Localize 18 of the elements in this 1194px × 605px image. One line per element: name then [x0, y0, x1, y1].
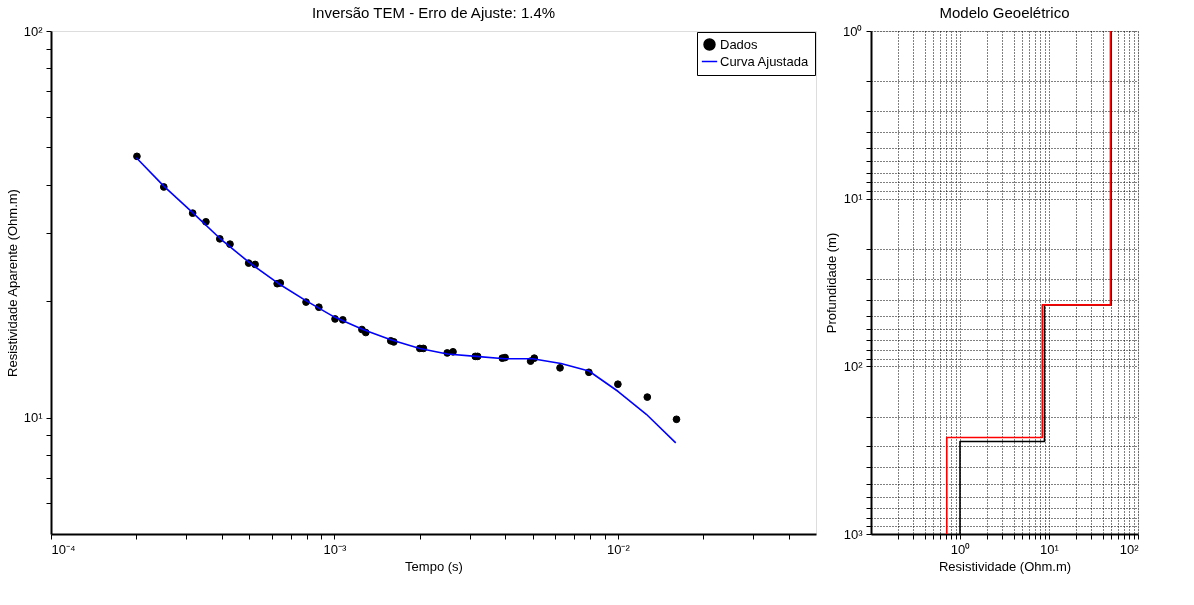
- x-tick-label: 10¹: [1040, 541, 1060, 557]
- y-axis-title: Profundidade (m): [824, 232, 840, 334]
- x-tick-label: 10⁰: [950, 541, 971, 557]
- chart-title: Inversão TEM - Erro de Ajuste: 1.4%: [311, 4, 556, 21]
- legend-label: Curva Ajustada: [720, 53, 809, 69]
- y-tick-label: 10³: [843, 526, 864, 542]
- x-axis-title: Tempo (s): [405, 558, 463, 574]
- y-tick-label: 10²: [843, 358, 864, 374]
- y-axis-title: Resistividade Aparente (Ohm.m): [4, 189, 20, 377]
- x-tick-label: 10⁻⁴: [51, 541, 76, 557]
- y-tick-label: 10⁰: [843, 23, 863, 39]
- y-tick-label: 10¹: [843, 191, 864, 207]
- x-tick-label: 10⁻³: [323, 541, 347, 557]
- x-tick-label: 10²: [1119, 541, 1140, 557]
- legend-label: Dados: [720, 36, 759, 52]
- chart-title: Modelo Geoelétrico: [939, 4, 1070, 21]
- x-tick-label: 10⁻²: [606, 541, 631, 557]
- x-axis-title: Resistividade (Ohm.m): [938, 558, 1072, 574]
